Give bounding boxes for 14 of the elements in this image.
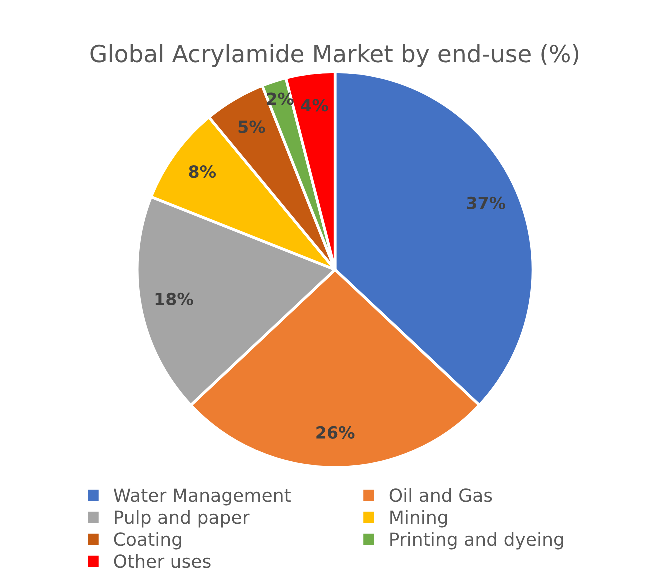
legend-label: Pulp and paper [115, 510, 250, 528]
data-label: 4% [301, 99, 328, 112]
data-label: 37% [467, 196, 506, 210]
legend-label: Other uses [114, 554, 211, 568]
legend-label: Mining [390, 510, 448, 528]
legend-label: Water Management [114, 488, 291, 506]
legend-label: Oil and Gas [390, 488, 492, 502]
data-label: 5% [238, 120, 266, 134]
data-label: 26% [316, 426, 355, 440]
legend-label: Coating [114, 532, 182, 550]
chart-title: Global Acrylamide Market by end-use (%) [90, 44, 579, 68]
data-label: 8% [189, 166, 216, 178]
data-label: 18% [156, 292, 194, 306]
legend-label: Printing and dyeing [390, 532, 564, 550]
